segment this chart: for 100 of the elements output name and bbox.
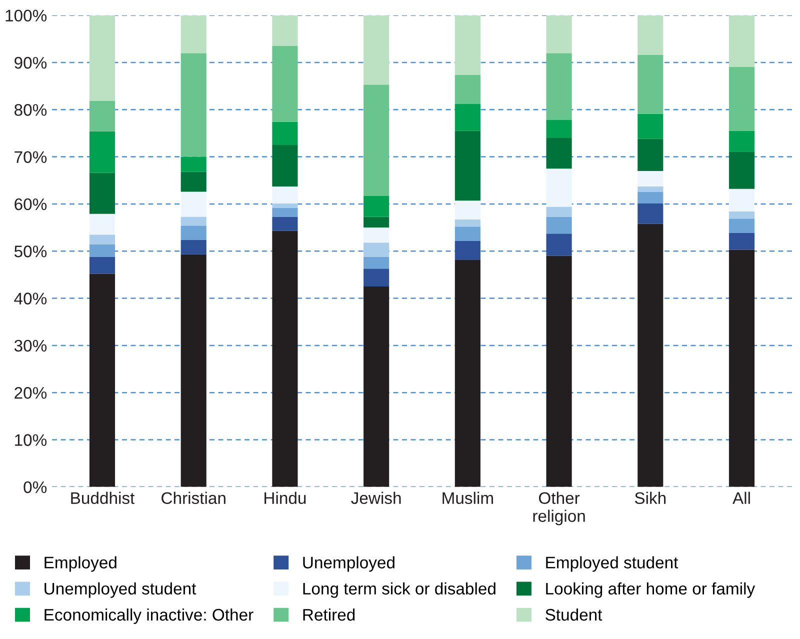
bar [454,104,480,131]
y-tick-label: 30% [14,340,47,352]
bar [180,254,206,487]
bar [89,244,116,257]
x-tick-label: Other religion [533,492,585,526]
bar [272,203,298,208]
x-tick-label: Buddhist [71,492,135,504]
bar [638,224,664,487]
bar [728,130,755,152]
bar [272,186,298,204]
legend-label: Long term sick or disabled [303,582,496,598]
bar [89,131,116,173]
y-tick-label: 90% [14,56,47,69]
bar [546,234,572,256]
bar [638,186,664,192]
bar [728,232,755,250]
bar [364,286,390,487]
x-tick-label: Sikh [634,492,666,504]
legend-label: Employed [44,556,116,572]
legend-label: Retired [303,608,355,621]
bar [728,188,755,212]
y-tick-label: 10% [15,434,47,446]
x-tick-label: Hindu [264,492,306,504]
bar [180,226,206,240]
x-tick-label: All [732,492,750,504]
bar [364,268,390,286]
bar [454,240,480,260]
legend-label: Unemployed [303,556,394,572]
bar [89,214,116,235]
bar [546,53,572,120]
bar [180,240,206,254]
y-tick-label: 0% [24,481,47,494]
bar [272,145,298,187]
bar [454,260,480,487]
bar [180,156,206,172]
bar [180,192,206,217]
y-tick-label: 80% [14,104,47,116]
y-tick-label: 40% [14,292,47,304]
bar [89,15,116,101]
y-tick-label: 50% [14,246,47,258]
bar [546,216,572,234]
x-tick-label: Muslim [442,492,493,504]
legend-label: Looking after home or family [546,582,756,598]
bar [272,46,298,122]
bar [728,15,755,67]
bar [364,228,390,243]
bar [89,256,116,274]
bar [364,196,390,217]
bar [728,218,755,233]
bar [89,172,116,214]
bar [454,220,480,227]
bar [728,212,755,219]
bar [728,66,755,131]
bar [546,138,572,169]
bar [89,100,116,132]
bar [638,192,664,204]
bar [364,216,390,228]
bar [272,122,298,146]
bar [180,53,206,157]
y-tick-label: 70% [14,151,47,164]
legend-label: Employed student [546,556,678,572]
bar [180,172,206,192]
bar [454,15,480,75]
y-tick-label: 100% [6,10,47,22]
bar [272,15,298,46]
bar [180,15,206,54]
y-tick-label: 60% [14,198,47,210]
bar [364,84,390,196]
bar [364,256,390,269]
bar [454,74,480,104]
bar [454,200,480,220]
legend-label: Student [546,608,602,621]
bar [638,170,664,187]
bar [638,114,664,139]
legend-label: Economically inactive: Other [44,608,254,624]
bar [638,15,664,55]
bar [180,216,206,226]
bar [546,206,572,217]
bar [546,256,572,487]
bar [272,208,298,217]
x-tick-label: Jewish [351,492,401,504]
x-tick-label: Christian [162,492,226,504]
bar [638,138,664,171]
y-tick-label: 20% [14,387,47,399]
bar [638,203,664,224]
bar [728,250,755,487]
bar [364,15,390,85]
bar [454,226,480,241]
bar [272,216,298,231]
legend-label: Unemployed student [44,582,196,598]
bar [546,120,572,138]
bar [454,130,480,201]
bar [89,274,116,487]
bar [89,234,116,245]
bar [364,242,390,257]
bar [546,15,572,54]
bar [546,168,572,207]
bar [728,152,755,189]
bar [638,54,664,114]
bar [272,230,298,487]
